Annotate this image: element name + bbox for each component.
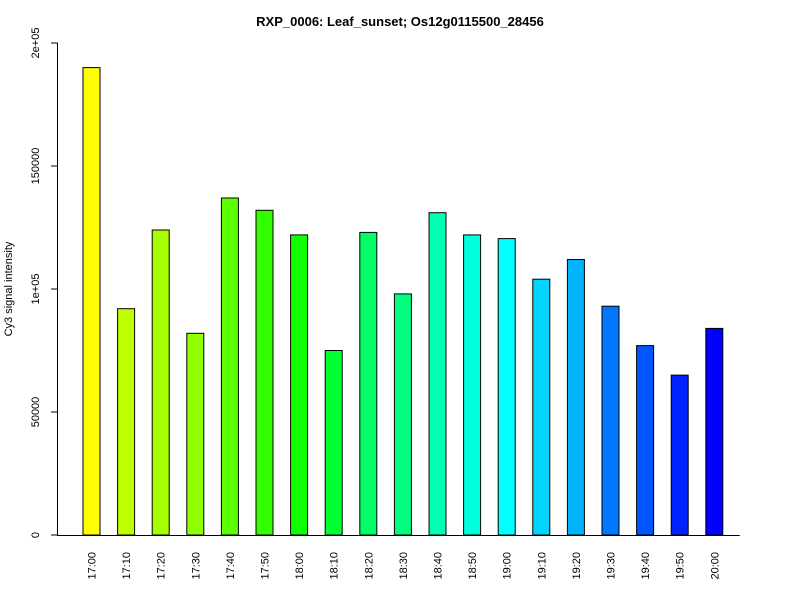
x-tick-label: 18:10 [329,552,341,580]
bar-1910 [532,278,551,536]
bar-1900 [497,238,516,536]
y-tick-label: 50000 [30,397,42,428]
bars-group [82,67,724,536]
bar-1800 [290,234,309,536]
y-axis: 0 50000 1e+05 150000 2e+05 [30,28,58,538]
x-tick-label: 19:50 [675,552,687,580]
bar-1930 [601,305,620,536]
bar-1700 [82,67,101,536]
x-tick-label: 19:20 [571,552,583,580]
x-tick-label: 17:30 [190,552,202,580]
x-tick-label: 17:20 [156,552,168,580]
bar-1950 [670,374,689,536]
bar-1730 [186,332,205,536]
x-tick-label: 18:30 [398,552,410,580]
y-tick-label: 1e+05 [30,274,42,305]
x-tick-label: 17:40 [225,552,237,580]
x-tick-label: 20:00 [709,552,721,580]
bar-1940 [636,345,655,536]
bar-1710 [117,308,136,536]
bar-1750 [255,209,274,536]
bar-1840 [428,212,447,536]
chart-title: RXP_0006: Leaf_sunset; Os12g0115500_2845… [256,14,544,29]
x-tick-label: 19:30 [606,552,618,580]
x-tick-label: 17:00 [87,552,99,580]
bar-1820 [359,231,378,536]
x-tick-label: 18:50 [467,552,479,580]
x-tick-label: 18:00 [294,552,306,580]
x-tick-label: 19:40 [640,552,652,580]
bar-1920 [566,259,585,536]
y-axis-label: Cy3 signal intensity [3,241,15,336]
bar-1720 [151,229,170,536]
y-tick-label: 0 [30,532,42,538]
bar-1850 [463,234,482,536]
y-tick-label: 150000 [30,148,42,185]
bar-1740 [220,197,239,536]
x-tick-label: 18:40 [433,552,445,580]
bar-1830 [393,293,412,536]
y-tick-label: 2e+05 [30,28,42,59]
x-axis: 17:00 17:10 17:20 17:30 17:40 17:50 18:00 18:10… [57,535,740,580]
x-tick-label: 19:10 [536,552,548,580]
bar-2000 [705,327,724,536]
x-tick-label: 18:20 [363,552,375,580]
x-tick-label: 17:50 [260,552,272,580]
x-tick-label: 19:00 [502,552,514,580]
bar-1810 [324,350,343,536]
x-tick-label: 17:10 [121,552,133,580]
